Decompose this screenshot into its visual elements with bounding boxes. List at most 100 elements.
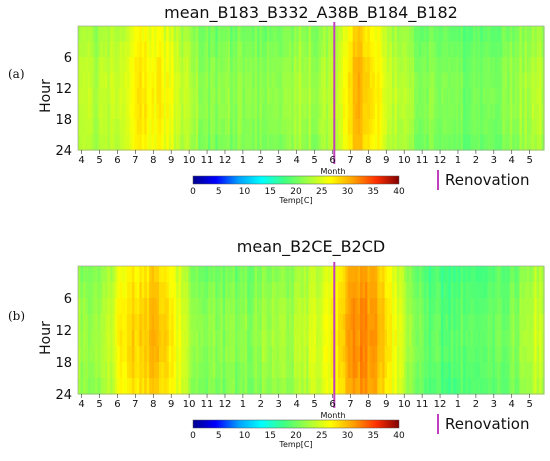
heatmap-cell [512,134,516,151]
heatmap-cell [541,119,545,136]
heatmap-cell [418,103,422,120]
heatmap-cell [382,378,386,395]
heatmap-cell [521,282,525,299]
heatmap-cell [195,378,199,395]
heatmap-cell [112,266,116,283]
heatmap-cell [450,378,454,395]
heatmap-cell [389,88,393,105]
heatmap-cell [207,314,212,331]
heatmap-cell [261,134,265,151]
heatmap-cell [433,298,437,315]
heatmap-cell [212,266,216,283]
heatmap-cell [269,298,273,315]
heatmap-cell [136,41,140,58]
heatmap-cell [205,346,209,363]
x-tick-label: 4 [293,155,299,166]
heatmap-cell [129,378,133,395]
heatmap-cell [377,330,381,347]
heatmap-cell [472,330,476,347]
heatmap-cell [350,378,354,395]
heatmap-cell [320,330,324,347]
heatmap-cell [247,103,251,120]
heatmap-cell [335,72,339,89]
heatmap-cell [519,282,523,299]
heatmap-cell [288,103,292,120]
y-axis-label: Hour [38,321,54,355]
heatmap-cell [242,72,246,89]
heatmap-cell [212,346,216,363]
heatmap-cell [504,134,508,151]
heatmap-cell [264,57,268,74]
heatmap-cell [504,119,508,136]
heatmap-cell [185,41,189,58]
heatmap-cell [190,26,194,43]
heatmap-cell [271,134,275,151]
heatmap-cell [514,103,518,120]
heatmap-cell [127,378,131,395]
heatmap-cell [141,41,145,58]
heatmap-cell [499,134,503,151]
heatmap-cell [526,282,530,299]
heatmap-cell [205,298,209,315]
heatmap-cell [163,72,167,89]
heatmap-cell [188,41,192,58]
heatmap-cell [352,134,356,151]
heatmap-cell [428,314,432,331]
heatmap-cell [311,362,315,379]
heatmap-cell [296,330,300,347]
heatmap-cell [154,282,158,299]
heatmap-cell [136,330,140,347]
heatmap-cell [82,362,86,379]
heatmap-cell [455,362,459,379]
heatmap-cell [301,282,305,299]
heatmap-cell [154,362,158,379]
heatmap-cell [122,88,126,105]
heatmap-cell [129,88,133,105]
heatmap-cell [149,119,153,136]
heatmap-cell [257,72,261,89]
heatmap-cell [320,314,324,331]
heatmap-cell [193,378,197,395]
heatmap-cell [536,314,540,331]
heatmap-cell [107,282,111,299]
heatmap-cell [531,298,535,315]
heatmap-cell [377,119,381,136]
heatmap-cell [178,314,182,331]
heatmap-cell [438,362,442,379]
heatmap-cell [227,378,231,395]
heatmap-cell [350,119,354,136]
heatmap-cell [374,266,378,283]
heatmap-cell [227,266,231,283]
heatmap-cell [261,266,265,283]
heatmap-cell [455,41,459,58]
heatmap-cell [445,119,449,136]
heatmap-cell [158,88,162,105]
heatmap-cell [320,119,324,136]
heatmap-cell [526,378,530,395]
heatmap-cell [394,282,398,299]
heatmap-cell [281,378,285,395]
heatmap-cell [225,72,229,89]
heatmap-cell [239,330,243,347]
heatmap-cell [360,26,364,43]
heatmap-cell [181,26,185,43]
heatmap-cell [254,57,258,74]
heatmap-cell [526,72,530,89]
heatmap-cell [195,26,199,43]
heatmap-cell [475,330,479,347]
heatmap-cell [401,119,405,136]
heatmap-cell [497,134,501,151]
heatmap-cell [524,119,528,136]
heatmap-cell [203,266,207,283]
heatmap-cell [475,119,479,136]
heatmap-cell [102,378,106,395]
heatmap-cell [328,119,332,136]
heatmap-cell [440,298,445,315]
heatmap-cell [391,266,395,283]
heatmap-cell [529,26,533,43]
heatmap-cell [455,134,459,151]
heatmap-cell [173,57,177,74]
x-axis-label: Month [320,411,345,420]
heatmap-cell [487,346,491,363]
heatmap-cell [195,88,199,105]
